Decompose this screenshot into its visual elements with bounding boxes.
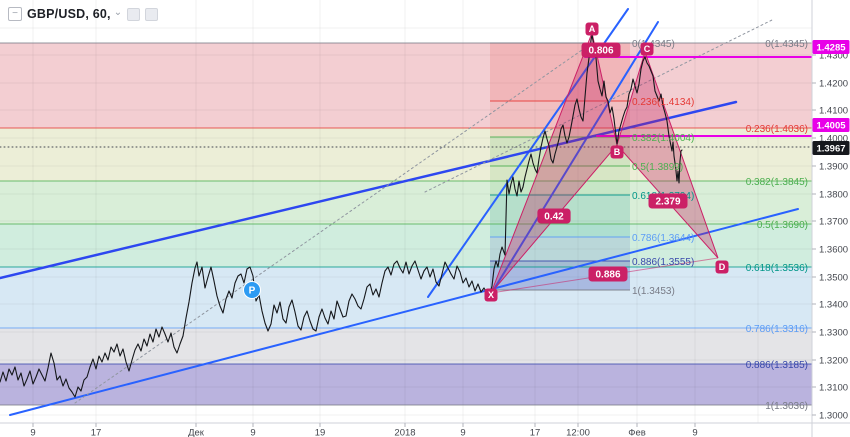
price-line[interactable] xyxy=(0,34,683,398)
fib-inner-level-label-0.786: 0.786(1.3644) xyxy=(632,233,694,244)
time-tick-label: Фев xyxy=(628,428,646,437)
price-tick-label: 1.3300 xyxy=(819,328,848,339)
price-tick-label: 1.3900 xyxy=(819,162,848,173)
price-axis-label-box xyxy=(812,141,850,155)
pattern-ratio-label: 0.886 xyxy=(595,270,620,281)
fib-level-label-0.618: 0.618(1.3536) xyxy=(746,263,808,274)
publication-marker-letter: P xyxy=(249,286,256,297)
fib-level-label-0.5: 0.5(1.3690) xyxy=(757,220,808,231)
fib-level-label-0: 0(1.4345) xyxy=(765,39,808,50)
time-tick-label: 9 xyxy=(30,428,35,437)
time-axis[interactable] xyxy=(0,423,850,437)
chevron-down-icon[interactable]: ⌄ xyxy=(113,6,123,18)
pattern-ratio-box[interactable] xyxy=(588,266,628,282)
price-tick-label: 1.3600 xyxy=(819,245,848,256)
fib-band-0.886 xyxy=(0,364,812,405)
pattern-point-label-X: X xyxy=(488,290,494,300)
fib-inner-band-0.382 xyxy=(490,137,630,166)
price-axis[interactable] xyxy=(812,0,850,437)
pattern-point-label-A: A xyxy=(589,24,596,34)
pattern-ratio-box[interactable] xyxy=(648,193,688,209)
pattern-point-box-D[interactable] xyxy=(715,260,729,274)
time-tick-label: Дек xyxy=(188,428,205,437)
publication-marker-icon[interactable] xyxy=(243,281,261,299)
price-axis-label-box xyxy=(812,40,850,54)
price-tick-label: 1.4300 xyxy=(819,51,848,62)
time-tick-label: 9 xyxy=(692,428,697,437)
price-tick-label: 1.3100 xyxy=(819,383,848,394)
fib-level-label-0.382: 0.382(1.3845) xyxy=(746,177,808,188)
channel-line-lower[interactable] xyxy=(9,208,799,416)
time-tick-label: 17 xyxy=(530,428,541,437)
dotted-trendline-1[interactable] xyxy=(74,42,593,404)
dotted-trendline-2[interactable] xyxy=(424,19,773,193)
pattern-point-label-D: D xyxy=(719,262,726,272)
pattern-ratio-label: 2.379 xyxy=(655,197,680,208)
pattern-ratio-label: 0.806 xyxy=(588,46,613,57)
fib-band-0.786 xyxy=(0,328,812,364)
price-tick-label: 1.3400 xyxy=(819,300,848,311)
price-tick-label: 1.3700 xyxy=(819,217,848,228)
pattern-ratio-label: 0.42 xyxy=(544,212,564,223)
pattern-point-box-B[interactable] xyxy=(610,145,624,159)
fib-band-0.618 xyxy=(0,267,812,328)
fib-band-0 xyxy=(0,43,812,128)
pattern-ratio-box[interactable] xyxy=(581,42,621,58)
fib-inner-level-label-0.382: 0.382(1.4004) xyxy=(632,133,694,144)
time-tick-label: 17 xyxy=(91,428,102,437)
price-axis-label: 1.3967 xyxy=(816,144,845,155)
pattern-point-box-C[interactable] xyxy=(640,42,654,56)
fib-level-label-0.236: 0.236(1.4036) xyxy=(746,124,808,135)
price-axis-label-box xyxy=(812,118,850,132)
price-axis-label: 1.4005 xyxy=(816,121,846,132)
price-axis-label: 1.4285 xyxy=(816,43,846,54)
legend-toggle-2-icon[interactable] xyxy=(145,7,159,21)
price-tick-label: 1.4100 xyxy=(819,106,848,117)
time-tick-label: 9 xyxy=(460,428,465,437)
price-tick-label: 1.4000 xyxy=(819,134,848,145)
fib-level-label-0.786: 0.786(1.3316) xyxy=(746,324,808,335)
time-tick-label: 9 xyxy=(250,428,255,437)
pattern-point-box-A[interactable] xyxy=(585,22,599,36)
pattern-point-label-B: B xyxy=(614,147,621,157)
price-tick-label: 1.3500 xyxy=(819,273,848,284)
time-tick-label: 12:00 xyxy=(566,428,590,437)
fib-inner-level-label-0.5: 0.5(1.3899) xyxy=(632,162,683,173)
price-tick-label: 1.3200 xyxy=(819,356,848,367)
pattern-ratio-box[interactable] xyxy=(537,208,571,224)
price-tick-label: 1.4200 xyxy=(819,79,848,90)
price-tick-label: 1.3000 xyxy=(819,411,848,422)
fib-level-label-0.886: 0.886(1.3185) xyxy=(746,360,808,371)
price-tick-label: 1.3800 xyxy=(819,190,848,201)
fib-inner-level-label-0.236: 0.236(1.4134) xyxy=(632,97,694,108)
channel-line-upper[interactable] xyxy=(0,100,738,280)
fib-inner-level-label-1: 1(1.3453) xyxy=(632,286,675,297)
time-tick-label: 2018 xyxy=(394,428,415,437)
time-tick-label: 19 xyxy=(315,428,326,437)
pattern-point-box-X[interactable] xyxy=(484,288,498,302)
symbol-title[interactable]: GBP/USD, 60, xyxy=(27,7,111,21)
fib-inner-level-label-0.886: 0.886(1.3555) xyxy=(632,257,694,268)
legend-toggle-1-icon[interactable] xyxy=(127,7,141,21)
trendline-steep-2[interactable] xyxy=(490,21,659,295)
collapse-icon[interactable]: − xyxy=(8,7,22,21)
symbol-legend: − GBP/USD, 60, ⌄ xyxy=(8,6,159,21)
fib-level-label-1: 1(1.3036) xyxy=(765,401,808,412)
fib-inner-level-label-0: 0(1.4345) xyxy=(632,39,675,50)
pattern-point-label-C: C xyxy=(644,44,651,54)
